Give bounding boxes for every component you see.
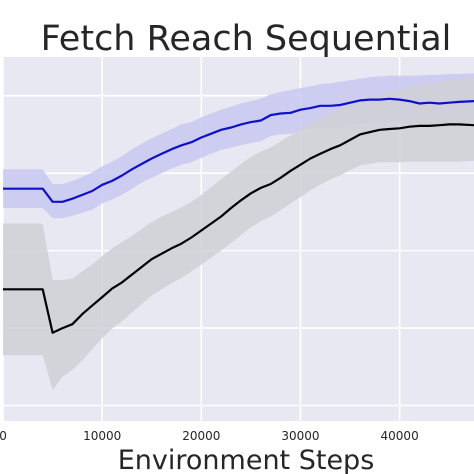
- x-tick-label: 0: [0, 429, 7, 443]
- x-tick-label: 30000: [281, 429, 319, 443]
- confidence-bands: [3, 73, 474, 390]
- x-tick-labels: 0 10000 20000 30000 40000: [0, 429, 419, 443]
- series-2-line: [3, 123, 474, 334]
- x-axis-label: Environment Steps: [118, 445, 375, 474]
- chart-title: Fetch Reach Sequential: [41, 19, 452, 59]
- x-tick-label: 10000: [83, 429, 121, 443]
- series-1-line: [3, 97, 474, 203]
- x-tick-label: 40000: [381, 429, 419, 443]
- x-tick-label: 20000: [182, 429, 220, 443]
- series-2-band: [3, 77, 474, 390]
- series-lines: [3, 97, 474, 334]
